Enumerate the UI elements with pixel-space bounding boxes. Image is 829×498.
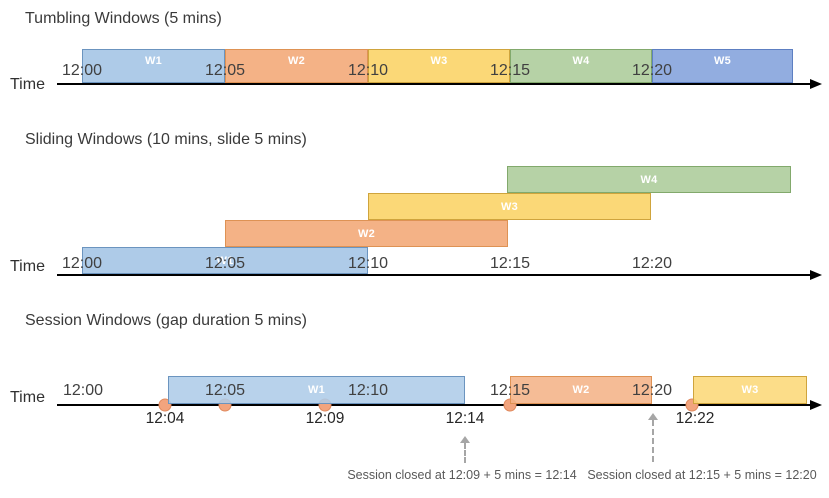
axis-tick-label: 12:10 <box>347 62 389 79</box>
window-label: W3 <box>500 200 519 213</box>
time-axis-arrowhead-sliding <box>810 270 822 280</box>
window-sliding-w3: W3 <box>368 193 651 220</box>
window-label: W1 <box>307 384 326 396</box>
window-tumbling-w4: W4 <box>510 49 652 83</box>
axis-label-time-sliding: Time <box>10 258 45 275</box>
window-label: W2 <box>572 384 590 396</box>
axis-tick-label: 12:00 <box>61 255 103 272</box>
window-tumbling-w1: W1 <box>82 49 225 83</box>
callout-arrow-line <box>464 443 466 463</box>
event-time-label: 12:22 <box>675 410 715 427</box>
window-session-w2: W2 <box>510 376 652 404</box>
section-title-sliding: Sliding Windows (10 mins, slide 5 mins) <box>25 131 307 148</box>
time-axis-session <box>57 404 810 406</box>
session-closed-annotation: Session closed at 12:09 + 5 mins = 12:14 <box>347 468 577 482</box>
axis-tick-label: 12:00 <box>62 382 104 399</box>
axis-tick-label: 12:15 <box>489 255 531 272</box>
window-label: W2 <box>287 55 306 67</box>
event-time-label: 12:04 <box>145 410 185 427</box>
axis-tick-label: 12:20 <box>631 382 673 399</box>
time-axis-arrowhead-tumbling <box>810 79 822 89</box>
time-axis-sliding <box>57 274 810 276</box>
axis-tick-label: 12:20 <box>631 62 673 79</box>
axis-tick-label: 12:10 <box>347 382 389 399</box>
event-time-label: 12:09 <box>305 410 345 427</box>
axis-tick-label: 12:05 <box>204 382 246 399</box>
section-title-tumbling: Tumbling Windows (5 mins) <box>25 10 222 27</box>
axis-tick-label: 12:10 <box>347 255 389 272</box>
axis-tick-label: 12:15 <box>489 382 531 399</box>
window-label: W4 <box>640 173 658 186</box>
axis-tick-label: 12:05 <box>204 255 246 272</box>
window-tumbling-w2: W2 <box>225 49 368 83</box>
window-label: W1 <box>144 55 163 67</box>
time-axis-arrowhead-session <box>810 400 822 410</box>
axis-tick-label: 12:15 <box>489 62 531 79</box>
window-label: W3 <box>430 55 448 67</box>
callout-arrowhead-icon <box>460 436 470 443</box>
window-session-w3: W3 <box>693 376 807 404</box>
window-label: W2 <box>357 227 376 240</box>
window-sliding-w4: W4 <box>507 166 791 193</box>
axis-tick-label: 12:05 <box>204 62 246 79</box>
axis-tick-label: 12:00 <box>61 62 103 79</box>
window-sliding-w1: W1 <box>82 247 368 274</box>
session-closed-annotation: Session closed at 12:15 + 5 mins = 12:20 <box>587 468 817 482</box>
time-axis-tumbling <box>57 83 810 85</box>
window-tumbling-w5: W5 <box>652 49 793 83</box>
window-tumbling-w3: W3 <box>368 49 510 83</box>
section-title-session: Session Windows (gap duration 5 mins) <box>25 312 307 329</box>
window-sliding-w2: W2 <box>225 220 508 247</box>
event-time-label: 12:14 <box>445 410 485 427</box>
axis-tick-label: 12:20 <box>631 255 673 272</box>
window-label: W4 <box>572 55 590 67</box>
window-label: W1 <box>216 254 234 267</box>
window-session-w1: W1 <box>168 376 465 404</box>
axis-label-time-session: Time <box>10 389 45 406</box>
window-label: W3 <box>741 384 759 396</box>
callout-arrowhead-icon <box>648 413 658 420</box>
window-label: W5 <box>713 55 732 67</box>
axis-label-time-tumbling: Time <box>10 76 45 93</box>
callout-arrow-line <box>652 420 654 462</box>
